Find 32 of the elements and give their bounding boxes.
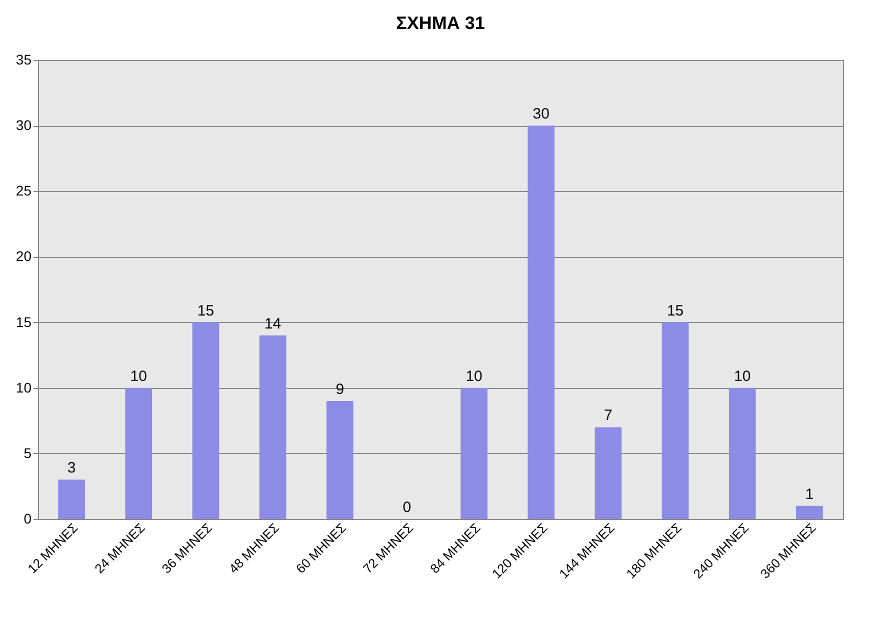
bar bbox=[460, 388, 488, 519]
chart-title: ΣΧΗΜΑ 31 bbox=[396, 13, 485, 33]
y-tick-label: 15 bbox=[16, 314, 32, 330]
bar bbox=[125, 388, 152, 519]
data-label: 30 bbox=[532, 106, 550, 123]
data-label: 9 bbox=[336, 380, 344, 398]
bar bbox=[594, 427, 622, 519]
data-label: 7 bbox=[604, 407, 612, 424]
bar bbox=[796, 506, 823, 519]
data-label: 10 bbox=[130, 368, 147, 385]
y-tick-label: 20 bbox=[16, 248, 32, 264]
y-tick-label: 5 bbox=[24, 444, 32, 461]
data-label: 1 bbox=[805, 486, 814, 503]
bar bbox=[192, 322, 220, 519]
y-tick-label: 0 bbox=[24, 510, 32, 526]
data-label: 15 bbox=[666, 302, 684, 320]
y-tick-label: 25 bbox=[16, 182, 32, 199]
data-label: 14 bbox=[264, 315, 282, 332]
y-tick-label: 35 bbox=[16, 52, 32, 68]
bar bbox=[326, 400, 354, 519]
bar bbox=[728, 388, 756, 519]
bar bbox=[58, 480, 85, 519]
data-label: 3 bbox=[67, 460, 76, 477]
bar bbox=[259, 335, 286, 519]
bar bbox=[528, 126, 555, 519]
data-label: 15 bbox=[197, 302, 214, 320]
bar bbox=[662, 322, 689, 519]
y-tick-label: 30 bbox=[16, 117, 32, 134]
data-label: 0 bbox=[402, 499, 412, 516]
y-tick-label: 10 bbox=[16, 379, 32, 396]
data-label: 10 bbox=[466, 368, 482, 385]
data-label: 10 bbox=[734, 368, 751, 385]
